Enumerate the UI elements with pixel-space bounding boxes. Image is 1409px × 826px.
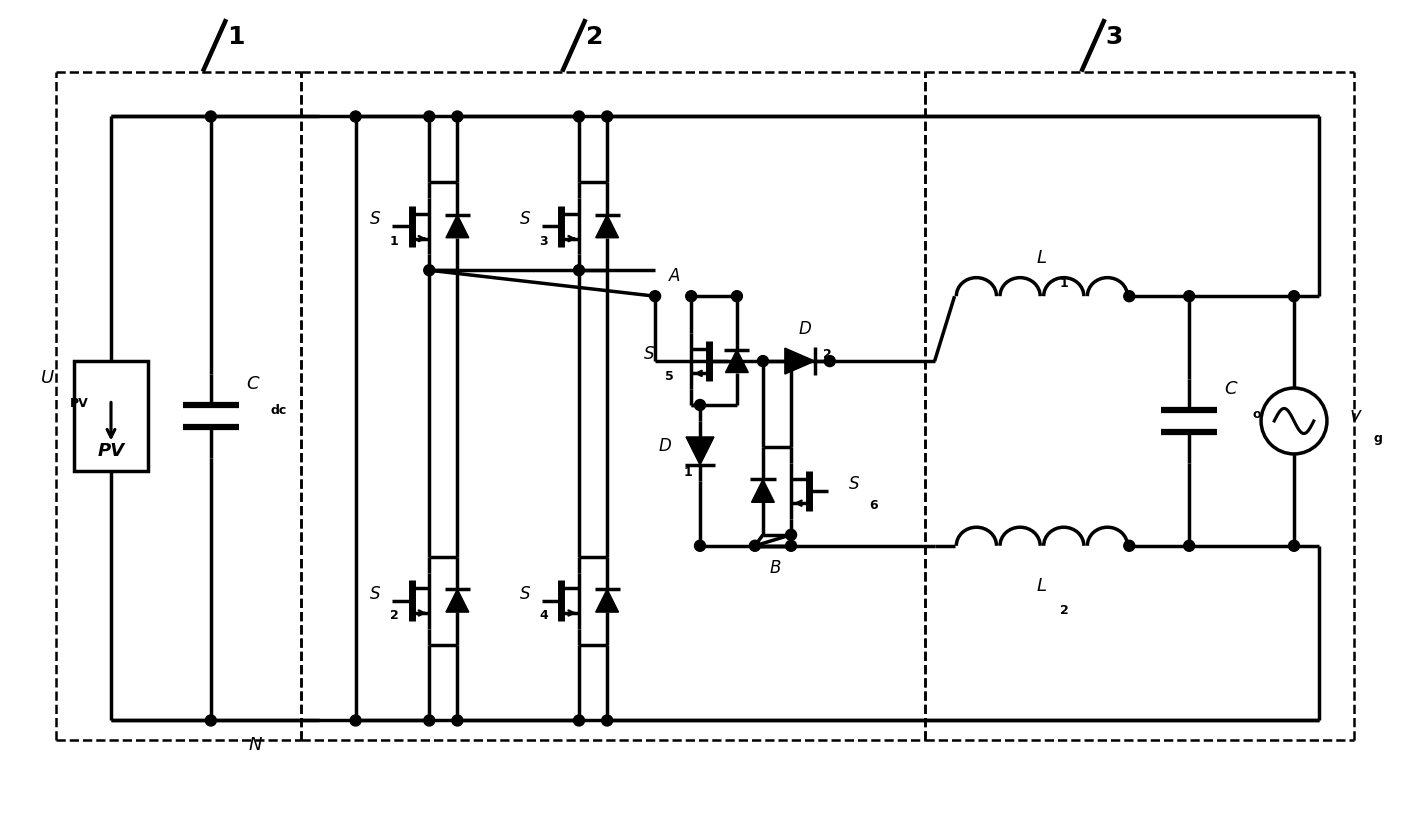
Bar	[73, 361, 148, 471]
Circle shape	[695, 400, 706, 411]
Text: 4: 4	[540, 609, 548, 622]
Text: 2: 2	[823, 348, 833, 361]
Polygon shape	[596, 215, 619, 238]
Circle shape	[786, 356, 796, 367]
Text: $S$: $S$	[369, 585, 380, 603]
Polygon shape	[447, 215, 469, 238]
Circle shape	[786, 540, 796, 551]
Circle shape	[1124, 540, 1134, 551]
Circle shape	[349, 111, 361, 122]
Text: dc: dc	[271, 404, 287, 416]
Circle shape	[206, 715, 217, 726]
Text: 1: 1	[390, 235, 399, 248]
Circle shape	[602, 715, 613, 726]
Text: $S$: $S$	[848, 475, 861, 493]
Circle shape	[750, 540, 761, 551]
Circle shape	[573, 265, 585, 276]
Text: $S$: $S$	[519, 585, 531, 603]
Circle shape	[731, 291, 743, 301]
Text: 2: 2	[586, 25, 604, 49]
Circle shape	[695, 540, 706, 551]
Circle shape	[424, 111, 435, 122]
Polygon shape	[726, 349, 748, 373]
Text: 2: 2	[1060, 604, 1068, 617]
Circle shape	[349, 715, 361, 726]
Text: PV: PV	[70, 396, 89, 410]
Text: g: g	[1374, 433, 1382, 445]
Text: 1: 1	[1060, 277, 1068, 290]
Polygon shape	[751, 479, 775, 502]
Text: $S$: $S$	[369, 211, 380, 228]
Text: $A$: $A$	[668, 268, 682, 285]
Text: $L$: $L$	[1037, 249, 1047, 268]
Text: 2: 2	[390, 609, 399, 622]
Text: $D$: $D$	[658, 437, 672, 455]
Circle shape	[686, 291, 696, 301]
Circle shape	[758, 356, 768, 367]
Text: $L$: $L$	[1037, 577, 1047, 595]
Circle shape	[424, 265, 435, 276]
Circle shape	[1184, 291, 1195, 301]
Text: $B$: $B$	[769, 558, 781, 577]
Text: $C$: $C$	[245, 375, 261, 393]
Circle shape	[206, 111, 217, 122]
Circle shape	[1288, 291, 1299, 301]
Text: 1: 1	[683, 467, 692, 479]
Circle shape	[424, 715, 435, 726]
Polygon shape	[785, 348, 814, 374]
Circle shape	[1288, 540, 1299, 551]
Text: $D$: $D$	[797, 320, 812, 338]
Circle shape	[452, 715, 464, 726]
Text: 6: 6	[869, 499, 878, 512]
Circle shape	[452, 111, 464, 122]
Text: 5: 5	[665, 369, 674, 382]
Text: 1: 1	[227, 25, 245, 49]
Text: $S$: $S$	[519, 211, 531, 228]
Text: 3: 3	[540, 235, 548, 248]
Circle shape	[786, 529, 796, 540]
Circle shape	[1124, 291, 1134, 301]
Text: $S$: $S$	[643, 345, 655, 363]
Text: $C$: $C$	[1224, 380, 1239, 398]
Text: 3: 3	[1106, 25, 1123, 49]
Polygon shape	[596, 589, 619, 612]
Circle shape	[1184, 540, 1195, 551]
Circle shape	[602, 111, 613, 122]
Text: $N$: $N$	[248, 737, 263, 754]
Circle shape	[650, 291, 661, 301]
Text: $U$: $U$	[39, 369, 55, 387]
Text: o: o	[1253, 409, 1261, 421]
Circle shape	[573, 715, 585, 726]
Polygon shape	[447, 589, 469, 612]
Circle shape	[824, 356, 836, 367]
Polygon shape	[686, 437, 714, 465]
Text: PV: PV	[97, 442, 124, 460]
Text: $v$: $v$	[1348, 406, 1363, 425]
Circle shape	[573, 111, 585, 122]
